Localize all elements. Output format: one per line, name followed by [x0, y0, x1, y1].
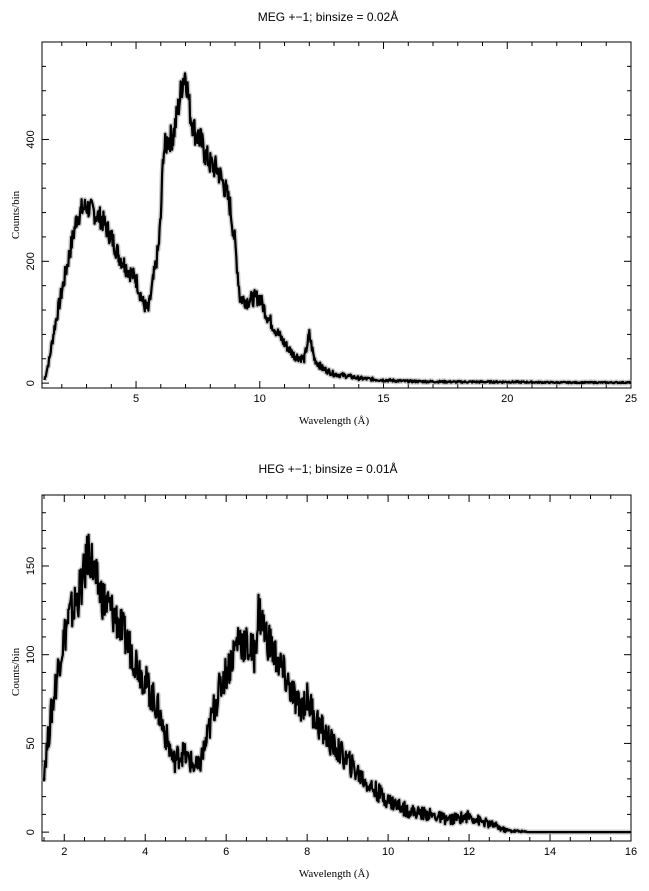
meg-plot-area: 5 10 15 20 25 0 200 400	[25, 41, 637, 405]
heg-chart-title: HEG +−1; binsize = 0.01Å	[258, 461, 397, 476]
meg-x-axis-label: Wavelength (Å)	[299, 415, 370, 427]
heg-x-tick-label: 10	[382, 846, 394, 858]
heg-x-tick-label: 2	[61, 846, 67, 858]
meg-y-tick-label: 200	[25, 252, 37, 270]
heg-spectrum-line	[42, 533, 632, 834]
heg-x-tick-label: 12	[463, 846, 475, 858]
meg-error-band	[42, 70, 634, 386]
heg-x-tick-label: 8	[304, 846, 310, 858]
meg-x-tick-label: 25	[625, 393, 637, 405]
heg-y-tick-label: 100	[25, 646, 37, 664]
meg-y-tick-label: 0	[25, 380, 37, 386]
meg-x-tick-label: 15	[377, 393, 389, 405]
heg-y-axis-label: Counts/bin	[10, 647, 22, 696]
meg-plot-frame	[41, 41, 632, 389]
meg-y-axis-label: Counts/bin	[10, 190, 22, 239]
meg-x-tick-label: 5	[133, 393, 139, 405]
heg-y-tick-label: 150	[25, 557, 37, 575]
heg-plot-frame	[41, 494, 632, 842]
heg-x-tick-label: 14	[544, 846, 556, 858]
heg-y-tick-label: 0	[25, 829, 37, 835]
meg-spectrum-line	[43, 72, 632, 385]
heg-x-tick-label: 16	[625, 846, 637, 858]
heg-x-tick-label: 6	[223, 846, 229, 858]
heg-error-band	[41, 532, 633, 835]
heg-y-tick-label: 50	[25, 737, 37, 749]
meg-chart-title: MEG +−1; binsize = 0.02Å	[258, 9, 398, 24]
heg-plot-area: 2 4 6 8 10 12 14 16 0 50 100 150	[25, 494, 637, 858]
meg-chart-panel: MEG +−1; binsize = 0.02Å 5 10 15 20 25 0 200 40…	[10, 9, 637, 427]
meg-x-tick-label: 10	[254, 393, 266, 405]
meg-x-tick-label: 20	[501, 393, 513, 405]
heg-x-axis-label: Wavelength (Å)	[299, 868, 370, 880]
meg-y-tick-label: 400	[25, 130, 37, 148]
heg-x-tick-label: 4	[142, 846, 148, 858]
heg-chart-panel: HEG +−1; binsize = 0.01Å 2 4 6 8 10 12 14 16 0 50…	[10, 461, 637, 880]
